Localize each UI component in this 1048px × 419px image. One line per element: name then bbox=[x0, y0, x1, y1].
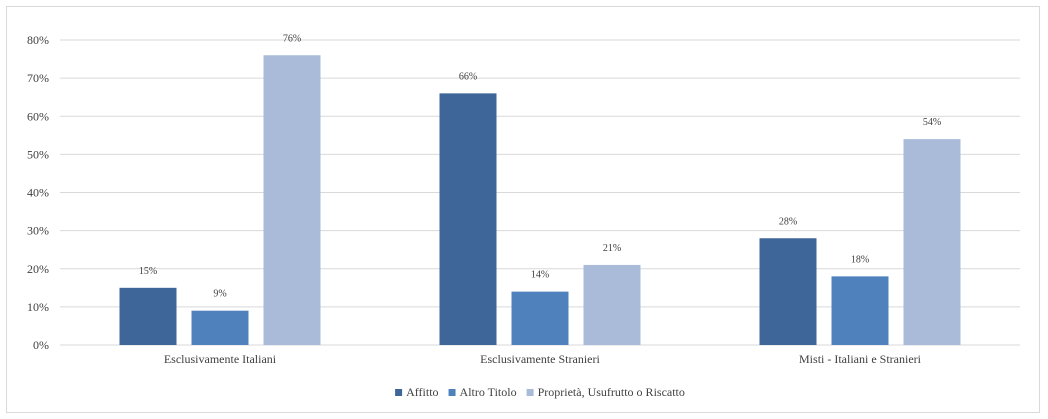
bar bbox=[831, 276, 889, 345]
bar bbox=[511, 291, 569, 345]
category-label: Esclusivamente Stranieri bbox=[480, 352, 600, 366]
bar bbox=[903, 139, 961, 345]
data-label: 54% bbox=[923, 117, 941, 128]
category-label: Esclusivamente Italiani bbox=[164, 352, 277, 366]
data-label: 21% bbox=[603, 243, 621, 254]
y-tick-label: 50% bbox=[27, 147, 49, 161]
bar bbox=[583, 264, 641, 345]
y-tick-label: 10% bbox=[27, 300, 49, 314]
y-axis-tick-labels: 0% 10% 20% 30% 40% 50% 60% 70% 80% bbox=[27, 33, 49, 352]
data-label: 18% bbox=[851, 254, 869, 265]
data-label: 76% bbox=[283, 33, 301, 44]
bar bbox=[263, 55, 321, 345]
bar bbox=[759, 238, 817, 345]
legend-swatch bbox=[526, 389, 534, 396]
legend-swatch bbox=[395, 389, 403, 396]
x-axis-category-labels: Esclusivamente Italiani Esclusivamente St… bbox=[164, 352, 922, 366]
bar bbox=[439, 93, 497, 345]
y-tick-label: 20% bbox=[27, 262, 49, 276]
legend-label: Altro Titolo bbox=[460, 385, 517, 399]
data-label: 14% bbox=[531, 270, 549, 281]
y-tick-label: 80% bbox=[27, 33, 49, 47]
y-tick-label: 70% bbox=[27, 71, 49, 85]
y-tick-label: 40% bbox=[27, 186, 49, 200]
y-tick-label: 0% bbox=[33, 338, 49, 352]
legend-swatch bbox=[448, 389, 456, 396]
data-label: 28% bbox=[779, 216, 797, 227]
y-tick-label: 60% bbox=[27, 109, 49, 123]
data-label: 9% bbox=[213, 289, 226, 300]
legend-label: Proprietà, Usufrutto o Riscatto bbox=[538, 385, 685, 399]
legend: Affitto Altro Titolo Proprietà, Usufrutto … bbox=[395, 385, 685, 399]
y-tick-label: 30% bbox=[27, 224, 49, 238]
data-label: 15% bbox=[139, 266, 157, 277]
legend-label: Affitto bbox=[406, 385, 438, 399]
bar bbox=[119, 287, 177, 345]
category-label: Misti - Italiani e Stranieri bbox=[799, 352, 922, 366]
bar bbox=[191, 310, 249, 345]
bars bbox=[119, 55, 961, 345]
data-label: 66% bbox=[459, 71, 477, 82]
data-labels: 15% 9% 76% 66% 14% 21% 28% 18% 54% bbox=[139, 33, 941, 299]
